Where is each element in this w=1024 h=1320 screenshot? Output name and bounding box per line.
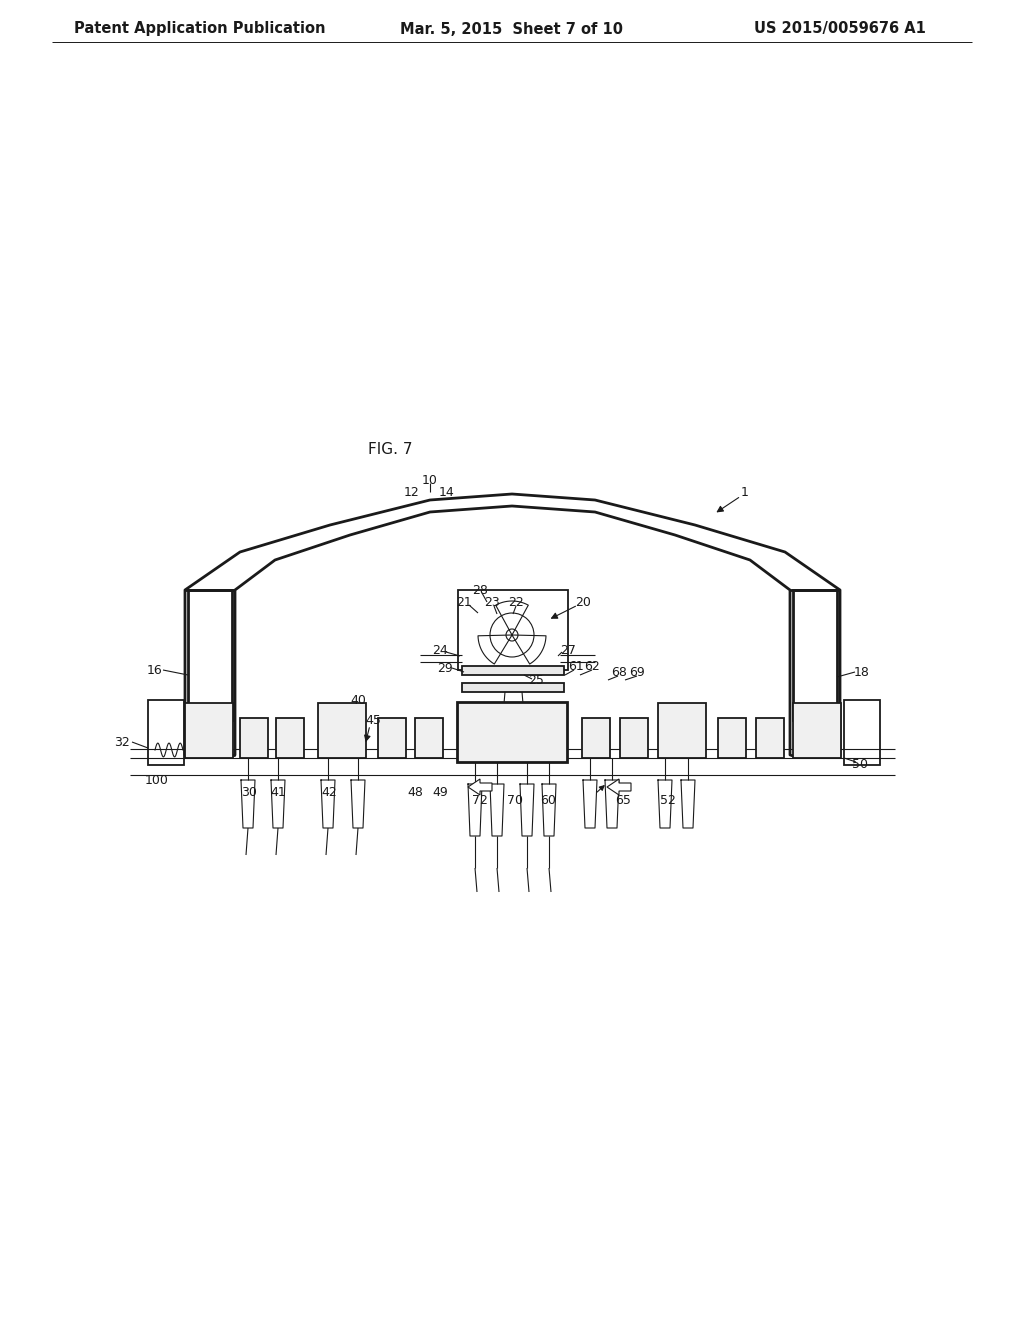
Bar [338, 710, 358, 748]
Text: 72: 72 [472, 793, 488, 807]
Text: 62: 62 [584, 660, 600, 673]
Bar [240, 718, 268, 758]
Text: 45: 45 [366, 714, 381, 726]
Bar [796, 719, 809, 756]
Text: Mar. 5, 2015  Sheet 7 of 10: Mar. 5, 2015 Sheet 7 of 10 [400, 21, 624, 37]
Text: 61: 61 [568, 660, 584, 673]
Bar [185, 704, 233, 758]
Bar [148, 700, 184, 766]
Text: 50: 50 [852, 759, 868, 771]
Bar [378, 718, 406, 758]
Text: 60: 60 [540, 793, 556, 807]
Text: 32: 32 [115, 735, 130, 748]
Bar [718, 718, 746, 758]
Text: 52: 52 [660, 793, 676, 807]
Text: 41: 41 [270, 785, 286, 799]
FancyArrow shape [607, 779, 631, 795]
Text: 42: 42 [322, 785, 337, 799]
Bar [582, 718, 610, 758]
Bar [318, 704, 366, 758]
Text: 14: 14 [439, 486, 455, 499]
Text: 21: 21 [456, 597, 472, 610]
Text: 20: 20 [575, 595, 591, 609]
Text: 40: 40 [350, 693, 366, 706]
Bar [457, 702, 567, 762]
Bar [276, 718, 304, 758]
Text: 1: 1 [741, 486, 749, 499]
FancyArrow shape [468, 779, 492, 795]
Bar [462, 667, 564, 675]
Text: 30: 30 [241, 785, 257, 799]
Text: 10: 10 [422, 474, 438, 487]
Bar [756, 718, 784, 758]
Text: 49: 49 [432, 785, 447, 799]
Text: 68: 68 [611, 667, 627, 680]
Text: 16: 16 [147, 664, 163, 676]
Bar [188, 590, 232, 719]
Text: 100: 100 [145, 774, 169, 787]
Text: 28: 28 [472, 583, 488, 597]
Bar [812, 719, 825, 756]
Bar [415, 718, 443, 758]
Bar [844, 700, 880, 766]
Text: 12: 12 [404, 486, 420, 499]
Text: 29: 29 [437, 661, 453, 675]
Text: US 2015/0059676 A1: US 2015/0059676 A1 [754, 21, 926, 37]
Text: 18: 18 [854, 665, 870, 678]
Bar [793, 590, 837, 719]
Bar [793, 704, 841, 758]
Text: 24: 24 [432, 644, 447, 656]
Text: 48: 48 [408, 785, 423, 799]
Text: 23: 23 [484, 597, 500, 610]
Text: FIG. 7: FIG. 7 [368, 442, 413, 458]
Bar [216, 719, 229, 756]
Text: 65: 65 [615, 793, 631, 807]
Bar [658, 704, 706, 758]
Text: Patent Application Publication: Patent Application Publication [75, 21, 326, 37]
Bar [458, 590, 568, 671]
Bar [462, 682, 564, 692]
Text: 22: 22 [508, 597, 524, 610]
Text: 70: 70 [507, 793, 523, 807]
Text: 69: 69 [629, 667, 645, 680]
Bar [620, 718, 648, 758]
Bar [200, 719, 213, 756]
Text: 25: 25 [528, 675, 544, 688]
Text: 27: 27 [560, 644, 575, 656]
